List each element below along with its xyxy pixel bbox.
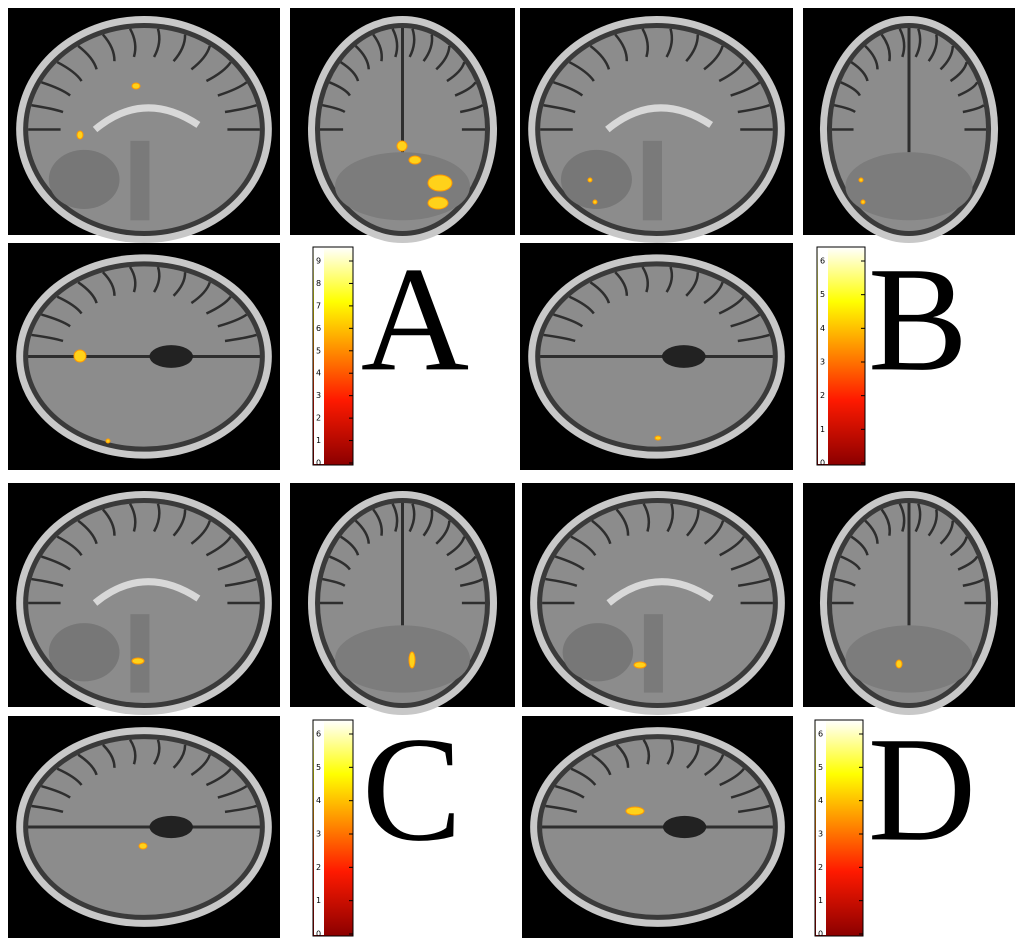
colorbar-tick-label: 4 xyxy=(316,369,321,378)
brainstem xyxy=(130,614,149,692)
activation xyxy=(409,652,415,668)
colorbar-tick-label: 5 xyxy=(820,290,825,299)
activation xyxy=(861,200,865,204)
colorbar-tick-label: 6 xyxy=(316,730,321,739)
colorbar-tick-label: 6 xyxy=(316,324,321,333)
colorbar-tick-label: 1 xyxy=(818,896,823,905)
panel-letter: A xyxy=(361,236,469,402)
brain-slice xyxy=(290,8,515,243)
activation xyxy=(634,662,646,668)
colorbar-tick-label: 4 xyxy=(820,324,825,333)
ventricle xyxy=(149,816,193,838)
colorbar-tick-label: 8 xyxy=(316,279,321,288)
cerebellum xyxy=(563,623,633,681)
colorbar-tick-label: 9 xyxy=(316,257,321,266)
brain-slice xyxy=(522,483,793,715)
brainstem xyxy=(644,614,663,692)
brain-slice xyxy=(803,483,1015,715)
colorbar-tick-label: 2 xyxy=(818,863,823,872)
activation xyxy=(626,807,644,815)
cerebellum xyxy=(845,625,972,692)
activation xyxy=(74,350,86,362)
colorbar-tick-label: 4 xyxy=(818,796,823,805)
brain-slice xyxy=(8,716,280,938)
panel-letter: B xyxy=(868,236,968,402)
ventricle xyxy=(663,816,706,838)
activation xyxy=(859,178,863,182)
activation xyxy=(77,131,83,139)
ventricle xyxy=(149,345,193,368)
brain-slice xyxy=(522,716,793,938)
colorbar-tick-label: 1 xyxy=(316,896,321,905)
colorbar-tick-label: 3 xyxy=(818,830,823,839)
colorbar-tick-label: 5 xyxy=(316,346,321,355)
figure: 0 1 2 3 4 5 6 7 8 9 A 0 1 2 3 4 5 6 B 0 1 2 3 4 5 6 C 0 1 2 3 4 5 6 D xyxy=(0,0,1018,938)
activation xyxy=(139,843,147,849)
colorbar-tick-label: 5 xyxy=(818,763,823,772)
colorbar-tick-label: 7 xyxy=(316,301,321,310)
ventricle xyxy=(662,345,706,368)
panel-letter: C xyxy=(362,706,462,872)
colorbar-tick-label: 0 xyxy=(818,930,823,938)
brainstem xyxy=(643,141,662,220)
colorbar-tick-label: 2 xyxy=(316,863,321,872)
activation xyxy=(593,200,597,204)
colorbar-tick-label: 0 xyxy=(820,459,825,468)
activation xyxy=(397,141,407,151)
activation xyxy=(655,436,661,440)
colorbar-tick-label: 3 xyxy=(316,391,321,400)
colorbar-tick-label: 0 xyxy=(316,459,321,468)
brain-slice xyxy=(520,8,793,243)
cerebellum xyxy=(335,625,470,692)
activation xyxy=(132,83,140,89)
brain-slice xyxy=(520,243,793,470)
brain-slice xyxy=(803,8,1015,243)
brainstem xyxy=(130,141,149,220)
brain-slice xyxy=(8,243,280,470)
colorbar-tick-label: 6 xyxy=(820,257,825,266)
colorbar-tick-label: 1 xyxy=(316,436,321,445)
activation xyxy=(132,658,144,664)
colorbar-tick-label: 0 xyxy=(316,930,321,938)
cerebellum xyxy=(49,623,120,681)
colorbar-tick-label: 3 xyxy=(820,358,825,367)
activation xyxy=(428,175,452,191)
colorbar-tick-label: 2 xyxy=(820,391,825,400)
cerebellum xyxy=(845,152,972,220)
activation xyxy=(588,178,592,182)
brain-slice xyxy=(8,483,280,715)
colorbar-tick-label: 6 xyxy=(818,730,823,739)
activation xyxy=(106,439,110,443)
colorbar-tick-label: 2 xyxy=(316,414,321,423)
cerebellum xyxy=(49,150,120,209)
panel-letter: D xyxy=(868,706,976,872)
activation xyxy=(896,660,902,668)
brain-slice xyxy=(8,8,280,243)
colorbar-tick-label: 1 xyxy=(820,425,825,434)
colorbar-tick-label: 5 xyxy=(316,763,321,772)
brain-slice xyxy=(290,483,515,715)
activation xyxy=(428,197,448,209)
colorbar-tick-label: 4 xyxy=(316,796,321,805)
colorbar-tick-label: 3 xyxy=(316,830,321,839)
activation xyxy=(409,156,421,164)
